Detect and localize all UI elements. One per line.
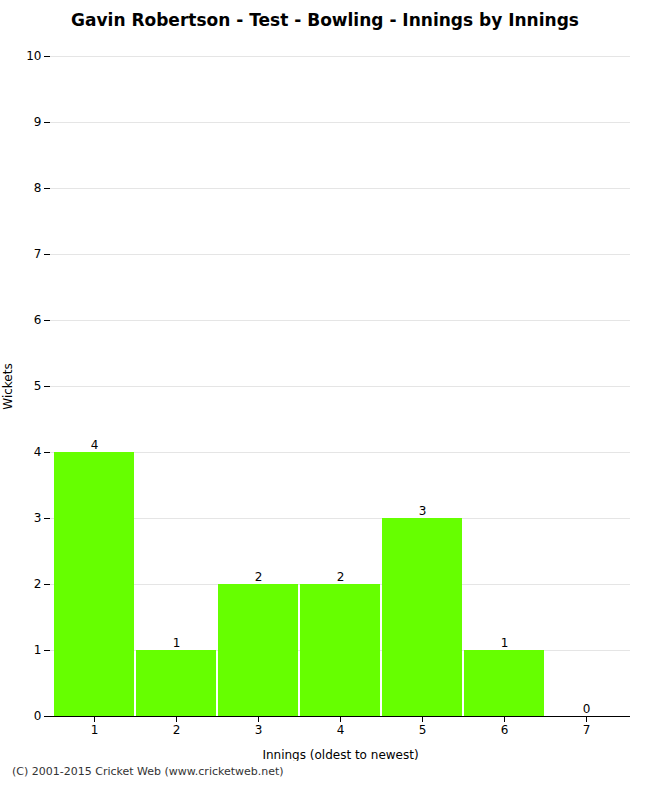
svg-text:0: 0 (34, 709, 42, 723)
svg-text:7: 7 (34, 247, 42, 261)
svg-text:4: 4 (337, 723, 345, 737)
svg-text:6: 6 (34, 313, 42, 327)
svg-text:5: 5 (34, 379, 42, 393)
svg-text:7: 7 (583, 723, 591, 737)
svg-text:5: 5 (419, 723, 427, 737)
svg-text:4: 4 (91, 438, 99, 452)
svg-text:Wickets: Wickets (1, 363, 15, 409)
svg-text:4: 4 (34, 445, 42, 459)
svg-text:2: 2 (255, 570, 263, 584)
svg-text:6: 6 (501, 723, 509, 737)
svg-text:2: 2 (337, 570, 345, 584)
svg-text:3: 3 (255, 723, 263, 737)
svg-text:0: 0 (583, 702, 591, 716)
svg-text:1: 1 (501, 636, 509, 650)
svg-text:8: 8 (34, 181, 42, 195)
svg-text:9: 9 (34, 115, 42, 129)
svg-text:2: 2 (173, 723, 181, 737)
html-text:(C) 2001-2015 Cricket Web (www: (C) 2001-2015 Cricket Web (www.cricketwe… (12, 765, 284, 778)
svg-text:1: 1 (91, 723, 99, 737)
svg-text:10: 10 (26, 49, 41, 63)
svg-text:1: 1 (34, 643, 42, 657)
svg-text:1: 1 (173, 636, 181, 650)
svg-text:3: 3 (34, 511, 42, 525)
svg-text:Innings (oldest to newest): Innings (oldest to newest) (262, 748, 418, 762)
svg-text:3: 3 (419, 504, 427, 518)
svg-text:2: 2 (34, 577, 42, 591)
html-text:Gavin Robertson - Test - Bowli: Gavin Robertson - Test - Bowling - Innin… (71, 10, 579, 30)
